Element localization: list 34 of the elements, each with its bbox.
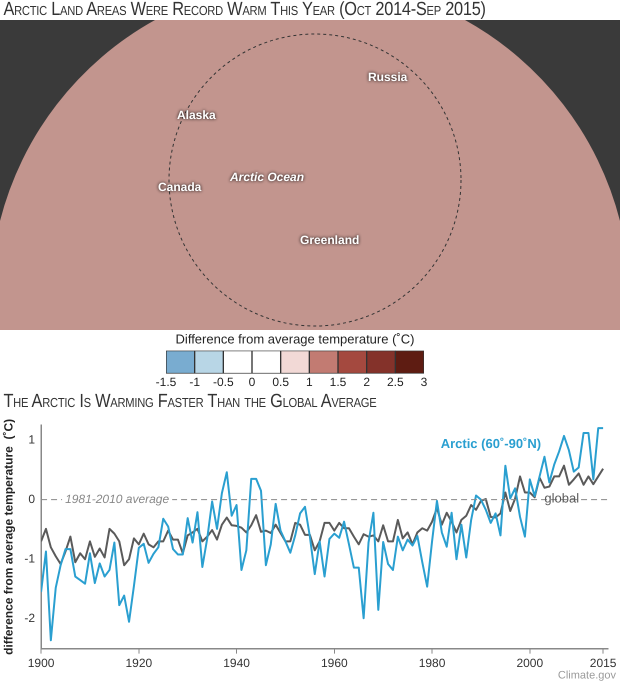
ref-line-label: 1981-2010 average	[65, 492, 170, 506]
text: Climate.gov	[558, 670, 616, 682]
series-label: Arctic (60˚-90˚N)	[440, 436, 542, 451]
x-tick-label: -0.5	[212, 375, 234, 390]
text: Alaska	[177, 108, 216, 122]
chart-title: The Arctic Is Warming Faster Than the Global Average	[2, 391, 378, 412]
x-tick-label: 0.5	[272, 375, 290, 390]
x-tick-label: 3	[420, 375, 428, 390]
x-tick-label: -1.5	[156, 375, 177, 390]
y-tick-label: -1	[24, 552, 36, 566]
x-tick-label: 1	[306, 375, 313, 390]
y-tick-label: -2	[24, 611, 36, 626]
x-tick-label: 1.5	[330, 375, 347, 390]
x-tick-label: 0	[248, 375, 256, 390]
x-tick-label: 1900	[28, 656, 55, 670]
text: Greenland	[300, 233, 360, 247]
x-tick-label: 2015	[590, 656, 617, 670]
x-tick-label: 1980	[418, 656, 446, 670]
x-tick-label: 2.5	[386, 375, 404, 390]
x-tick-label: 2000	[516, 656, 544, 670]
x-axis-title: Difference from average temperature (˚C)	[176, 331, 414, 346]
text: Russia	[368, 70, 408, 84]
y-tick-label: 0	[28, 492, 36, 506]
y-axis-title: difference from average temperature (˚C)	[2, 418, 16, 655]
y-tick-label: 1	[28, 432, 36, 446]
text: Arctic Ocean	[230, 170, 304, 184]
x-tick-label: 1940	[223, 656, 250, 670]
x-tick-label: 1960	[320, 656, 348, 670]
x-tick-label: -1	[189, 375, 200, 390]
chart-title: Arctic Land Areas Were Record Warm This Year (Oct 2014-Sep 2015)	[2, 0, 487, 20]
text: Canada	[158, 180, 202, 194]
x-tick-label: 1920	[125, 656, 152, 670]
x-tick-label: 2	[363, 375, 370, 390]
series-label: global	[544, 490, 580, 506]
